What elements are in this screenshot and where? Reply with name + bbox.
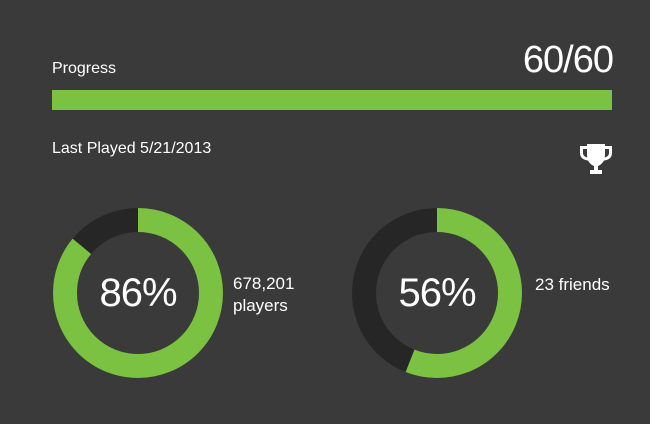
players-count-label: players [233,296,288,315]
friends-donut-chart: 56% [349,205,525,381]
trophy-icon-graphic [580,144,612,174]
players-ring-fill [53,208,223,378]
progress-value: 60/60 [522,39,614,81]
players-count-number: 678,201 [233,274,295,293]
players-donut-chart: 86% [50,205,226,381]
friends-percent: 56% [398,270,476,315]
progress-bar [52,90,612,110]
progress-label: Progress [52,60,117,77]
players-percent: 86% [99,270,177,315]
friends-ring-fill [352,208,522,378]
progress-bar-fill [52,90,612,110]
friends-count: 23 friends [535,275,610,294]
trophy-icon[interactable] [578,142,614,178]
players-count: 678,201 players [233,273,294,317]
last-played-date: Last Played 5/21/2013 [52,140,212,157]
